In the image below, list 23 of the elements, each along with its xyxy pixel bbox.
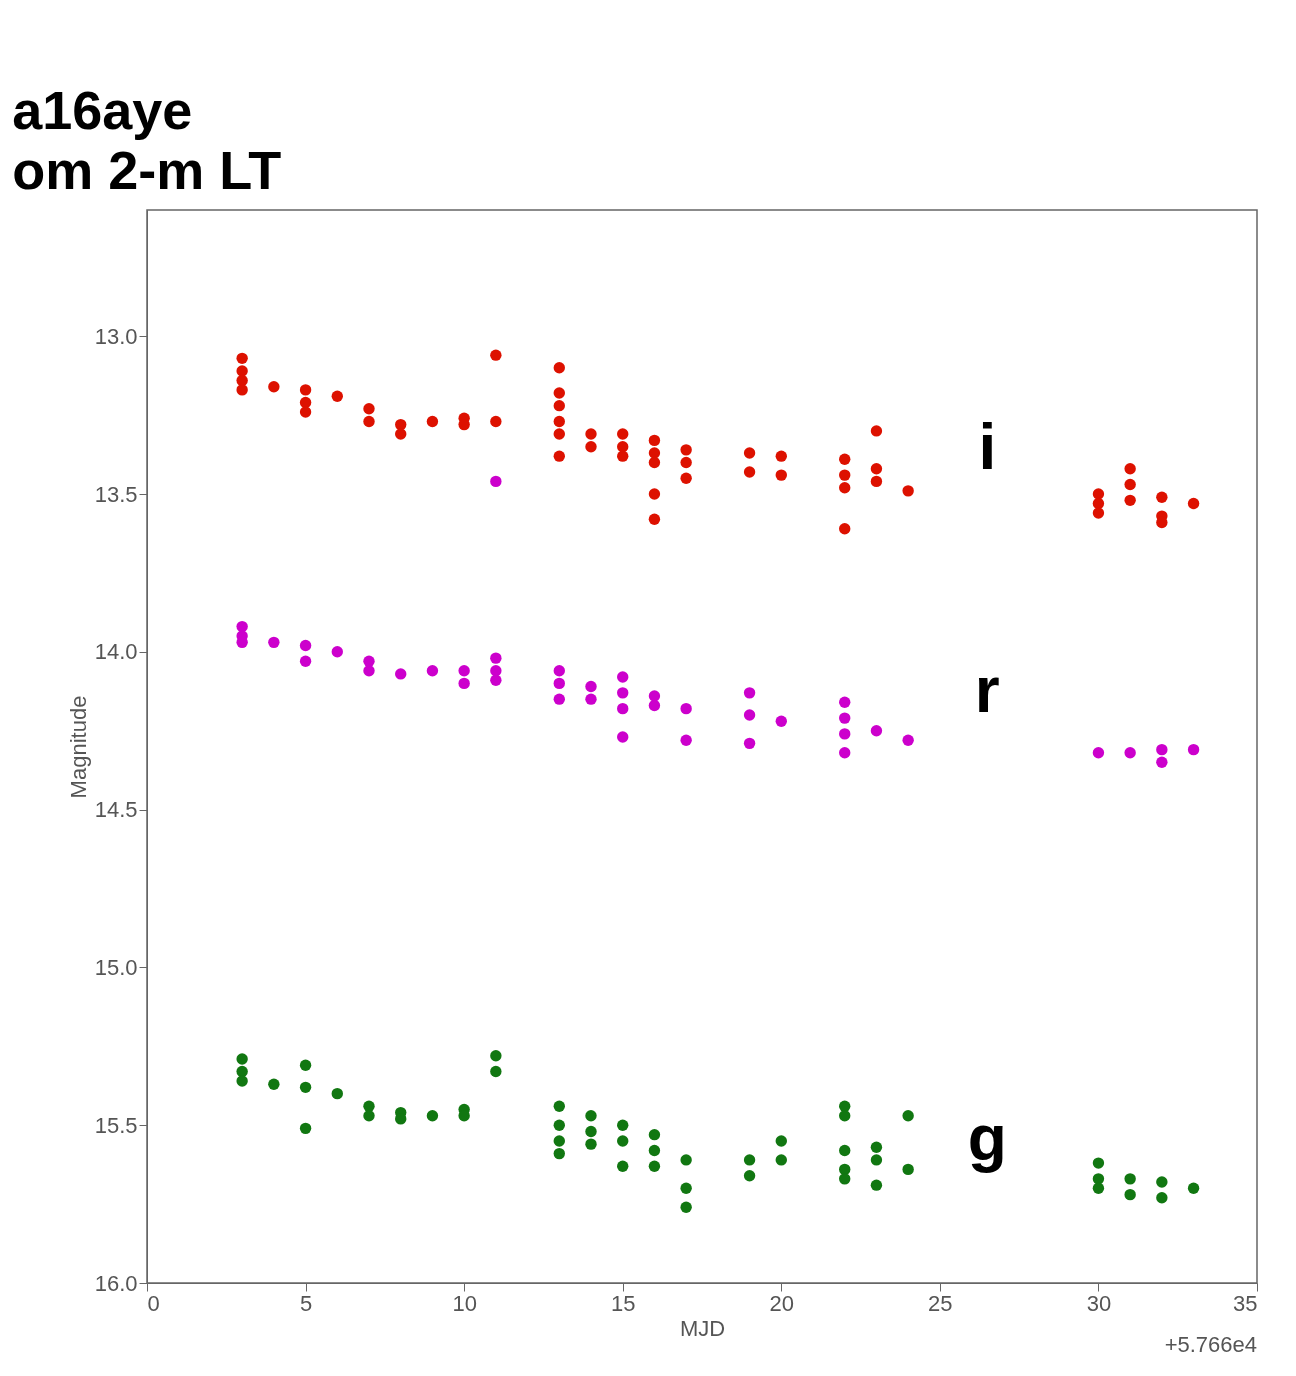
x-tick-label: 30 [1086, 1290, 1112, 1316]
series-label: g [967, 1101, 1007, 1174]
y-tick-label: 13.5 [94, 481, 138, 507]
y-tick-label: 15.5 [94, 1112, 138, 1138]
text: +5.766e4 [1164, 1332, 1257, 1357]
x-tick-label: 20 [769, 1290, 795, 1316]
x-tick-label: 15 [610, 1290, 636, 1316]
x-tick-label: 35 [1233, 1290, 1258, 1316]
y-tick-label: 16.0 [94, 1270, 138, 1296]
series-label: i [978, 410, 997, 483]
chart-title: a16aye [12, 80, 193, 140]
y-axis-title: Magnitude [65, 695, 91, 799]
x-tick-label: 5 [299, 1290, 313, 1316]
series-label: r [974, 653, 1000, 726]
x-axis-title: MJD [679, 1315, 726, 1341]
x-tick-label: 10 [452, 1290, 477, 1316]
x-tick-label: 0 [147, 1290, 160, 1316]
y-tick-label: 15.0 [94, 954, 138, 980]
y-tick-label: 14.5 [94, 797, 138, 823]
x-tick-label: 25 [928, 1290, 953, 1316]
chart-subtitle: om 2-m LT [12, 140, 282, 200]
y-tick-label: 14.0 [94, 639, 138, 665]
y-tick-label: 13.0 [94, 323, 138, 349]
